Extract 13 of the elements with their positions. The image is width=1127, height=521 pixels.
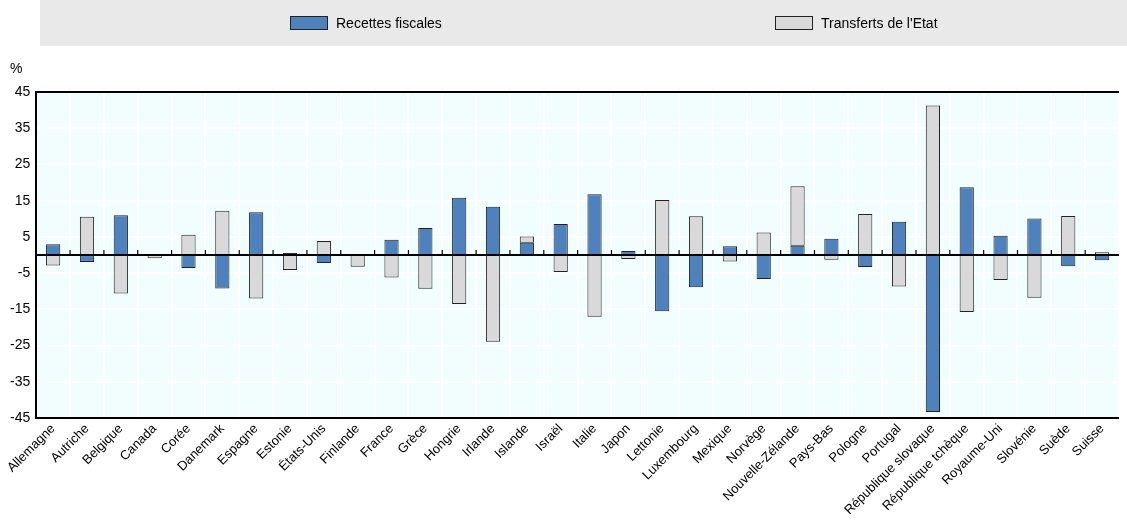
- y-tick-label: 15: [14, 191, 31, 208]
- y-tick-label: -35: [10, 372, 31, 389]
- y-tick-label: -15: [10, 300, 31, 317]
- legend-label: Transferts de l'Etat: [821, 15, 938, 31]
- y-tick-label: 5: [22, 227, 31, 244]
- y-tick-label: 25: [14, 155, 31, 172]
- y-axis-title: %: [10, 60, 23, 76]
- y-tick-label: -25: [10, 336, 31, 353]
- y-tick-label: -45: [10, 408, 31, 425]
- y-tick-label: 45: [14, 82, 31, 99]
- y-tick-label: -5: [17, 264, 31, 281]
- y-tick-label: 35: [14, 119, 31, 136]
- legend-label: Recettes fiscales: [336, 15, 442, 31]
